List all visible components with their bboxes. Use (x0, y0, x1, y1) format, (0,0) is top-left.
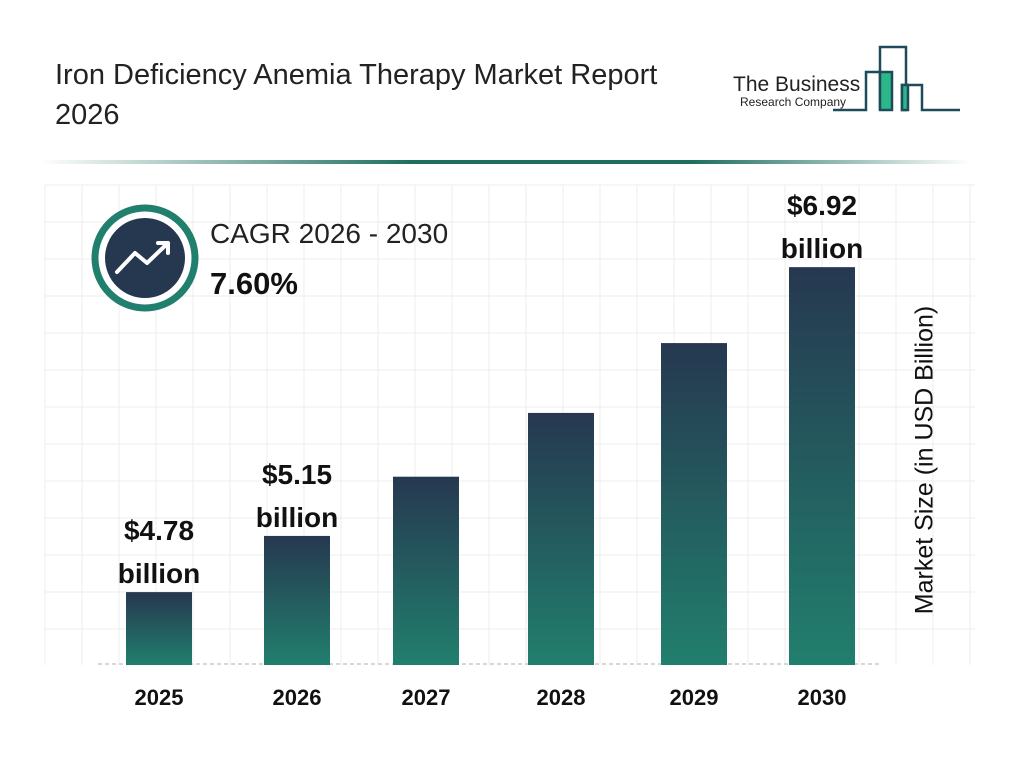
bar-2030 (789, 267, 855, 665)
x-tick-label: 2028 (537, 685, 586, 710)
data-label: billion (781, 233, 863, 264)
labels: 2025 $4.78 billion 2026 $5.15 billion 2027 2028… (118, 190, 863, 710)
bars (126, 267, 855, 665)
x-tick-label: 2025 (135, 685, 184, 710)
bar-2027 (393, 476, 459, 665)
data-label: billion (256, 502, 338, 533)
x-tick-label: 2027 (402, 685, 451, 710)
data-label: $6.92 (787, 190, 857, 221)
page-title: Iron Deficiency Anemia Therapy Market Re… (55, 59, 658, 131)
data-label: $5.15 (262, 459, 332, 490)
cagr-badge (91, 204, 199, 312)
logo-icon (833, 45, 960, 112)
x-tick-label: 2026 (273, 685, 322, 710)
cagr-value: 7.60% (210, 266, 298, 301)
x-tick-label: 2030 (798, 685, 847, 710)
divider (40, 160, 970, 164)
x-tick-label: 2029 (670, 685, 719, 710)
data-label: billion (118, 558, 200, 589)
y-axis-label: Market Size (in USD Billion) (910, 305, 939, 615)
logo-subtext: Research Company (740, 95, 847, 109)
bar-2025 (126, 592, 192, 665)
bar-2028 (528, 412, 594, 665)
bar-2026 (264, 535, 330, 665)
trending-up-icon (115, 241, 170, 274)
bar-2029 (661, 343, 727, 665)
cagr-label: CAGR 2026 - 2030 (210, 218, 449, 249)
data-label: $4.78 (124, 515, 194, 546)
logo-text: The Business (733, 73, 861, 96)
